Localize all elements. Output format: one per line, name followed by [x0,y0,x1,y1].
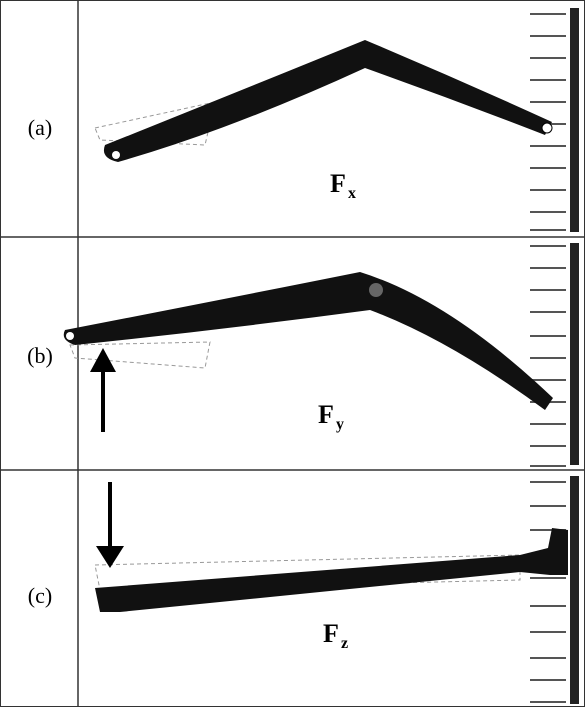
force-subscript: x [348,185,356,202]
force-symbol: F [323,619,339,648]
force-symbol: F [330,169,346,198]
panel-label: (b) [27,343,53,368]
page: (a)Fx(b)Fy(c)Fz (() => { const data = JS… [0,0,585,707]
force-subscript: z [341,635,348,652]
panel-label: (c) [28,583,52,608]
panel-label: (a) [28,115,52,140]
figure: (a) Fx (b) Fy (c) Fz [0,0,585,707]
force-subscript: y [336,416,344,433]
force-symbol: F [318,400,334,429]
